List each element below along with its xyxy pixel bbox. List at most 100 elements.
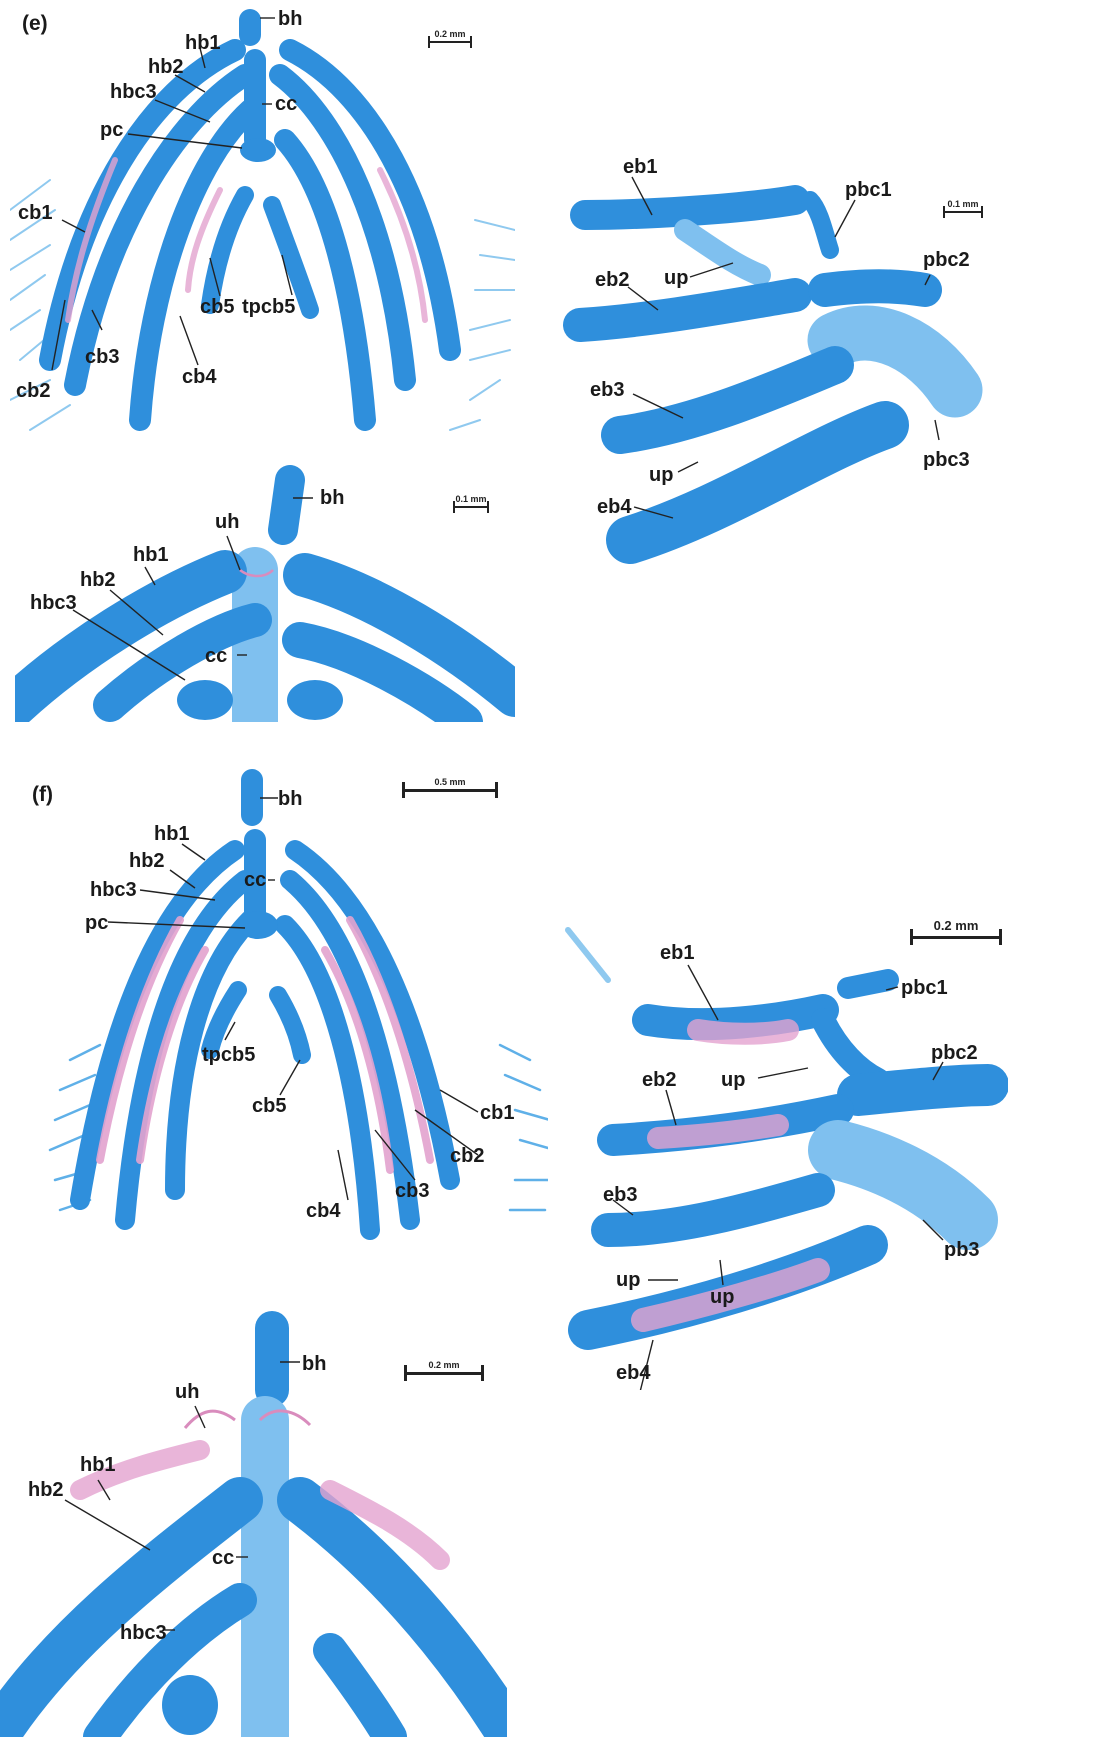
label-cb3: cb3 bbox=[85, 346, 120, 368]
label-cc: cc bbox=[275, 93, 298, 115]
scale-bar-tick bbox=[981, 206, 983, 218]
hyoid-cartilages bbox=[15, 465, 515, 722]
label-up: up bbox=[721, 1069, 746, 1091]
scale-bar-line bbox=[428, 41, 472, 43]
label-cb1: cb1 bbox=[480, 1102, 515, 1124]
label-up: up bbox=[649, 464, 674, 486]
scale-bar-tick bbox=[495, 782, 498, 798]
label-cb5: cb5 bbox=[200, 296, 235, 318]
scale-bar-tick bbox=[999, 929, 1002, 945]
scale-bar: 0.1 mm bbox=[453, 494, 489, 513]
specimen-drawing bbox=[563, 185, 983, 564]
scale-bar-tick bbox=[404, 1365, 407, 1381]
scale-bar-line bbox=[404, 1372, 484, 1375]
scale-bar: 0.1 mm bbox=[943, 199, 983, 218]
scale-bar-tick bbox=[453, 501, 455, 513]
label-cc: cc bbox=[205, 645, 228, 667]
epibranchials bbox=[565, 927, 1008, 1350]
label-cb3: cb3 bbox=[395, 1180, 430, 1202]
label-hb2: hb2 bbox=[129, 850, 165, 872]
ossification bbox=[183, 1409, 312, 1429]
label-cb1: cb1 bbox=[18, 202, 53, 224]
label-up: up bbox=[664, 267, 689, 289]
label-uh: uh bbox=[215, 511, 240, 533]
scale-bar-line bbox=[402, 789, 498, 792]
label-eb1: eb1 bbox=[660, 942, 695, 964]
scale-bar-tick bbox=[470, 36, 472, 48]
photo-f-ventral-gill-arches: (f) 0.5 mm bh hb1 hb2 cc hbc3 pc tpcb5 c… bbox=[10, 760, 570, 1300]
specimen-drawing bbox=[0, 1311, 507, 1737]
gill-rakers bbox=[48, 1043, 557, 1212]
label-hb2: hb2 bbox=[80, 569, 116, 591]
photo-e-ventral-gill-arches: (e) 0.2 mm bh hb1 hb2 hbc3 cc pc cb1 cb5… bbox=[10, 0, 515, 447]
scale-bar-text: 0.2 mm bbox=[434, 29, 466, 39]
specimen-drawing bbox=[565, 927, 1008, 1350]
label-cb2: cb2 bbox=[450, 1145, 485, 1167]
scale-bar-tick bbox=[402, 782, 405, 798]
cb5-elements bbox=[201, 981, 311, 1064]
scale-bar: 0.2 mm bbox=[428, 29, 472, 48]
posterior-copula bbox=[238, 911, 278, 939]
label-cb4: cb4 bbox=[306, 1200, 341, 1222]
label-pc: pc bbox=[100, 119, 124, 141]
label-eb3: eb3 bbox=[590, 379, 625, 401]
ceratobranchials bbox=[39, 39, 461, 431]
posterior-copula bbox=[240, 138, 276, 162]
label-tpcb5: tpcb5 bbox=[202, 1044, 256, 1066]
label-bh: bh bbox=[278, 8, 303, 30]
label-pb3: pb3 bbox=[944, 1239, 980, 1261]
label-bh: bh bbox=[278, 788, 303, 810]
label-up: up bbox=[616, 1269, 641, 1291]
scale-bar-line bbox=[910, 936, 1002, 939]
scale-bar-text: 0.1 mm bbox=[947, 199, 979, 209]
label-up: up bbox=[710, 1286, 735, 1308]
label-hb1: hb1 bbox=[185, 32, 221, 54]
label-pc: pc bbox=[85, 912, 109, 934]
label-cb2: cb2 bbox=[16, 380, 51, 402]
label-eb4: eb4 bbox=[597, 496, 632, 518]
label-uh: uh bbox=[175, 1381, 200, 1403]
label-pbc2: pbc2 bbox=[923, 249, 970, 271]
ossification bbox=[65, 157, 428, 323]
panel-label-f: (f) bbox=[32, 783, 53, 806]
label-hb1: hb1 bbox=[154, 823, 190, 845]
scale-bar-line bbox=[943, 211, 983, 213]
gill-rakers bbox=[10, 179, 515, 431]
specimen-drawing bbox=[15, 465, 515, 722]
hyoid-cartilages bbox=[0, 1311, 507, 1737]
specimen-drawing bbox=[48, 769, 557, 1240]
label-tpcb5: tpcb5 bbox=[242, 296, 296, 318]
photo-f-dorsal-gill-arches: 0.2 mm eb1 pbc1 pbc2 up eb2 eb3 pb3 up u… bbox=[548, 900, 1008, 1390]
ossification bbox=[239, 568, 274, 578]
label-pbc3: pbc3 bbox=[923, 449, 970, 471]
label-hbc3: hbc3 bbox=[90, 879, 137, 901]
label-eb2: eb2 bbox=[642, 1069, 677, 1091]
scale-bar-text: 0.2 mm bbox=[933, 918, 979, 933]
label-hb2: hb2 bbox=[148, 56, 184, 78]
label-pbc1: pbc1 bbox=[845, 179, 892, 201]
specimen-drawing bbox=[10, 9, 515, 431]
label-pbc1: pbc1 bbox=[901, 977, 948, 999]
cb5-elements bbox=[201, 186, 319, 319]
label-hb2: hb2 bbox=[28, 1479, 64, 1501]
label-eb2: eb2 bbox=[595, 269, 630, 291]
scale-bar: 0.2 mm bbox=[404, 1360, 484, 1381]
label-eb1: eb1 bbox=[623, 156, 658, 178]
label-hb1: hb1 bbox=[80, 1454, 116, 1476]
copula bbox=[241, 769, 266, 931]
label-cb5: cb5 bbox=[252, 1095, 287, 1117]
label-hb1: hb1 bbox=[133, 544, 169, 566]
photo-f-hypobranchials: 0.2 mm bh uh hb1 hb2 cc hbc3 bbox=[0, 1310, 507, 1737]
label-cc: cc bbox=[212, 1547, 235, 1569]
panel-label-e: (e) bbox=[22, 12, 48, 35]
label-cb4: cb4 bbox=[182, 366, 217, 388]
scale-bar-tick bbox=[481, 1365, 484, 1381]
scale-bar: 0.2 mm bbox=[910, 918, 1002, 945]
scale-bar: 0.5 mm bbox=[402, 777, 498, 798]
label-pbc2: pbc2 bbox=[931, 1042, 978, 1064]
epibranchials bbox=[563, 185, 983, 564]
label-eb3: eb3 bbox=[603, 1184, 638, 1206]
label-hbc3: hbc3 bbox=[120, 1622, 167, 1644]
scale-bar-text: 0.5 mm bbox=[434, 777, 466, 787]
scale-bar-tick bbox=[910, 929, 913, 945]
